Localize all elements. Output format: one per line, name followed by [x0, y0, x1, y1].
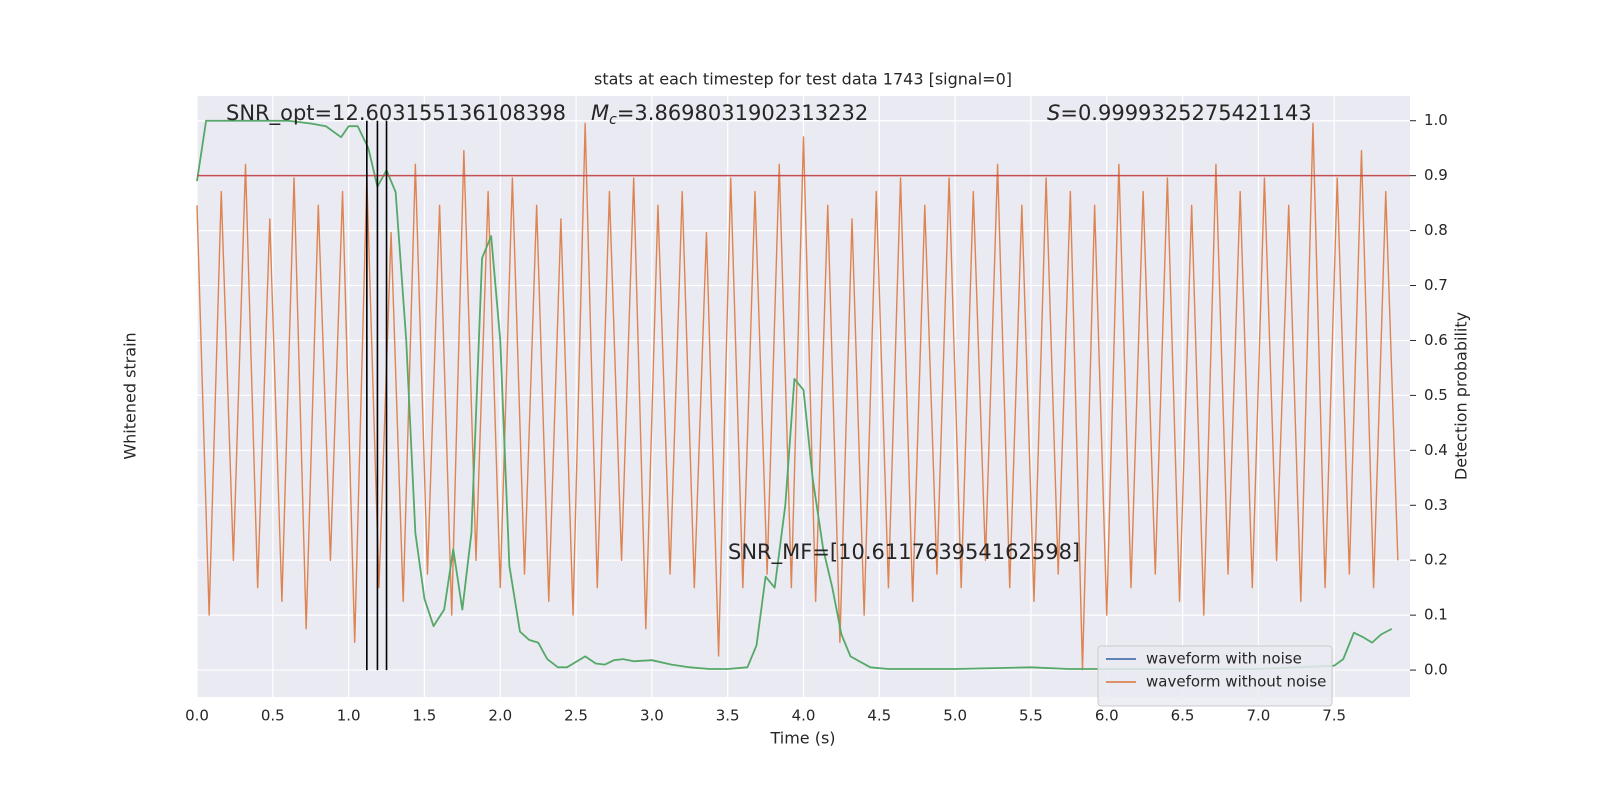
x-tick-label: 5.5: [1019, 707, 1043, 725]
x-tick-label: 1.5: [413, 707, 437, 725]
subscript: c: [609, 112, 617, 128]
y2-tick-label: 0.2: [1424, 551, 1448, 569]
x-tick-label: 3.5: [716, 707, 740, 725]
x-tick-label: 1.0: [337, 707, 361, 725]
y2-tick-label: 0.9: [1424, 166, 1448, 184]
legend-label: waveform without noise: [1146, 673, 1326, 691]
y2-tick-label: 0.0: [1424, 661, 1448, 679]
x-tick-label: 0.5: [261, 707, 285, 725]
x-tick-label: 6.5: [1171, 707, 1195, 725]
legend: waveform with noise waveform without nois…: [1097, 645, 1333, 707]
x-tick-label: 3.0: [640, 707, 664, 725]
marks: [196, 119, 1410, 671]
x-tick-label: 7.5: [1322, 707, 1346, 725]
annotation: S=0.9999325275421143: [1047, 101, 1312, 125]
y-axis-label: Whitened strain: [121, 332, 140, 459]
x-tick-label: 2.0: [488, 707, 512, 725]
x-tick-label: 7.0: [1246, 707, 1270, 725]
overlay: [366, 120, 388, 671]
y2-tick-label: 1.0: [1424, 111, 1448, 129]
annotation: SNR_MF=[10.611763954162598]: [728, 540, 1080, 565]
y2-axis-label: Detection probability: [1452, 312, 1471, 480]
x-tick-label: 2.5: [564, 707, 588, 725]
y2-tick-label: 0.5: [1424, 386, 1448, 404]
y2-tick-label: 0.3: [1424, 496, 1448, 514]
legend-label: waveform with noise: [1146, 650, 1302, 668]
y2-tick-label: 0.4: [1424, 441, 1448, 459]
x-tick-label: 4.0: [792, 707, 816, 725]
y2-tick-label: 0.6: [1424, 331, 1448, 349]
x-tick-label: 5.0: [943, 707, 967, 725]
symbol: M: [591, 101, 609, 125]
chart-title: stats at each timestep for test data 174…: [594, 70, 1012, 89]
x-axis-label: Time (s): [769, 729, 835, 748]
y2-tick-label: 0.7: [1424, 276, 1448, 294]
legend-box: [1097, 645, 1333, 707]
value: =3.8698031902313232: [617, 101, 868, 125]
symbol: S: [1047, 101, 1060, 125]
series-line: [196, 122, 1399, 671]
value: =0.9999325275421143: [1060, 101, 1311, 125]
annotation: SNR_opt=12.603155136108398: [226, 101, 566, 126]
annotation: Mc=3.8698031902313232: [591, 101, 868, 128]
x-tick-label: 4.5: [867, 707, 891, 725]
series-line: [196, 119, 1393, 670]
y2-tick-label: 0.8: [1424, 221, 1448, 239]
x-tick-label: 6.0: [1095, 707, 1119, 725]
y2-tick-label: 0.1: [1424, 606, 1448, 624]
x-tick-label: 0.0: [185, 707, 209, 725]
